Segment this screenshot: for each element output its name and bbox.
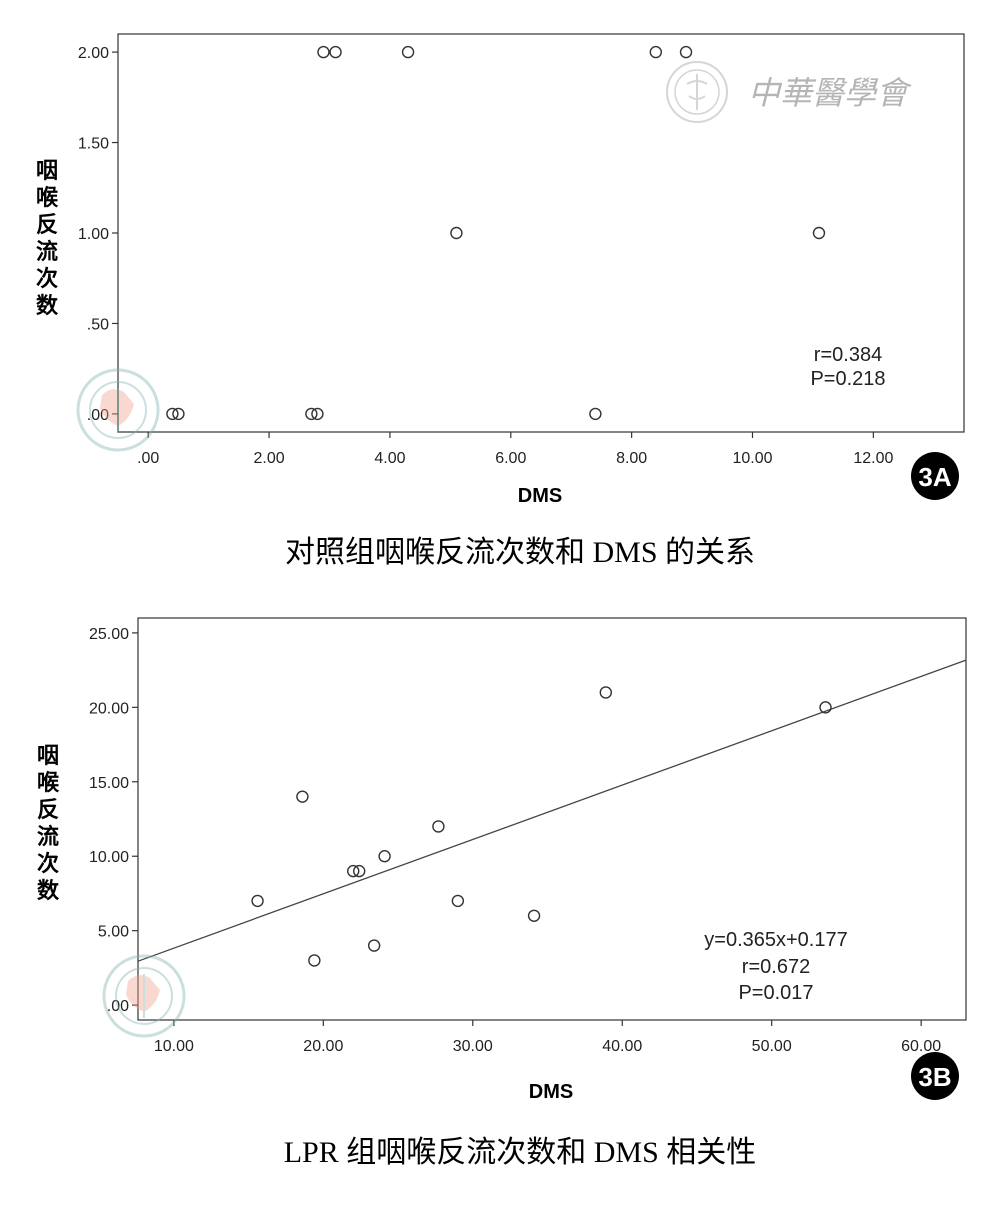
chart-3a-data-point	[401, 45, 415, 59]
chart-3b-plot-area	[137, 617, 967, 1021]
chart-3b-x-tick-label: 10.00	[154, 1038, 194, 1055]
chart-3a-y-tick-label: 1.00	[78, 226, 109, 243]
watermark-emblem-icon	[666, 61, 728, 123]
chart-3b-points	[251, 686, 832, 967]
chart-3b-data-point	[347, 864, 360, 878]
chart-3b-stat-r: r=0.672	[742, 956, 810, 978]
chart-3b-panel-badge: 3B	[911, 1052, 959, 1100]
chart-3b-x-tick-label: 60.00	[901, 1038, 941, 1055]
chart-3a-data-point	[329, 45, 342, 59]
chart-3a-x-tick-label: 6.00	[495, 450, 526, 467]
chart-3b-data-point	[819, 701, 832, 714]
chart-3b-data-point	[251, 894, 264, 908]
chart-3b-y-tick-label: 15.00	[89, 775, 129, 792]
chart-3a-y-tick-label: 2.00	[78, 45, 109, 62]
chart-3a-data-point	[589, 407, 602, 421]
chart-3a-stat-p: P=0.218	[810, 368, 885, 390]
chart-3a-x-tick-label: 12.00	[853, 450, 893, 467]
chart-3a-x-tick-label: 4.00	[374, 450, 405, 467]
chart-3b-y-tick-label: 20.00	[89, 700, 129, 717]
chart-3b-y-axis: .00 5.00 10.00 15.00 20.00 25.00	[89, 626, 138, 1015]
chart-3b-x-tick-label: 30.00	[453, 1038, 493, 1055]
chart-3a-x-axis: .00 2.00 4.00 6.00 8.00 10.00 12.00	[137, 432, 893, 467]
watermark-text: 中華醫學會	[748, 75, 912, 111]
chart-3a-data-point	[679, 45, 693, 59]
chart-3b-x-tick-label: 50.00	[752, 1038, 792, 1055]
chart-3b-stat-equation: y=0.365x+0.177	[704, 929, 847, 951]
chart-3a-y-tick-label: .50	[87, 316, 109, 333]
chart-3b-data-point	[432, 820, 445, 833]
chart-3b-fit-line	[137, 659, 967, 962]
chart-3a-corner-emblem-icon	[76, 368, 160, 452]
chart-3a-background	[30, 28, 970, 506]
chart-3a-stat-r: r=0.384	[814, 344, 882, 366]
chart-3a-data-point	[305, 407, 318, 421]
chart-3a-data-point	[166, 407, 179, 421]
chart-3a-data-point	[311, 407, 324, 421]
chart-3a-data-point	[812, 226, 826, 240]
chart-3b-data-point	[451, 894, 465, 908]
chart-3b-y-tick-label: .00	[107, 998, 129, 1015]
chart-3a-y-axis: .00 .50 1.00 1.50 2.00	[78, 45, 118, 424]
chart-3b-x-tick-label: 20.00	[303, 1038, 343, 1055]
chart-3a-data-point	[649, 45, 663, 59]
chart-3b-data-point	[308, 954, 321, 967]
chart-3b-y-axis-title: 咽喉反流次数	[37, 743, 60, 903]
chart-3b-y-tick-label: 5.00	[98, 924, 129, 941]
chart-3a-x-tick-label: 2.00	[254, 450, 285, 467]
chart-3a-panel-badge: 3A	[911, 452, 959, 500]
chart-3a-data-point	[317, 45, 330, 59]
chart-3b-data-point	[352, 864, 366, 878]
chart-3a-panel-label: 3A	[918, 462, 951, 492]
chart-3b-panel-label: 3B	[918, 1062, 951, 1092]
chart-3b-data-point	[527, 909, 541, 922]
chart-3b-data-point	[367, 939, 381, 952]
chart-3b-stat-p: P=0.017	[738, 982, 813, 1004]
chart-3b-caption: LPR 组咽喉反流次数和 DMS 相关性	[284, 1136, 757, 1169]
chart-3a-y-tick-label: 1.50	[78, 136, 109, 153]
chart-3b-data-point	[378, 850, 391, 863]
chart-3b-data-point	[296, 790, 309, 803]
chart-3a-x-tick-label: .00	[137, 450, 159, 467]
chart-3b-data-point	[599, 686, 613, 699]
chart-3a-points	[166, 45, 826, 421]
chart-3b-background	[30, 612, 970, 1104]
chart-3a-caption: 对照组咽喉反流次数和 DMS 的关系	[285, 536, 755, 569]
chart-3b-y-tick-label: 25.00	[89, 626, 129, 643]
chart-3a-data-point	[172, 407, 185, 421]
chart-3b: .00 5.00 10.00 15.00 20.00 25.00 10.00 20.00 30…	[30, 612, 970, 1169]
chart-3b-x-axis-title: DMS	[529, 1081, 573, 1103]
chart-3a-y-tick-label: .00	[87, 407, 109, 424]
chart-3b-x-axis: 10.00 20.00 30.00 40.00 50.00 60.00	[154, 1020, 941, 1055]
chart-3a-x-tick-label: 8.00	[616, 450, 647, 467]
chart-3b-corner-emblem-icon	[102, 954, 186, 1038]
chart-3a-x-tick-label: 10.00	[732, 450, 772, 467]
chart-3b-x-tick-label: 40.00	[602, 1038, 642, 1055]
chart-3a: .00 .50 1.00 1.50 2.00 .00 2.00 4.00 6.00 8.00 10…	[30, 28, 970, 569]
chart-3b-y-tick-label: 10.00	[89, 849, 129, 866]
chart-3a-y-axis-title: 咽喉反流次数	[36, 158, 59, 318]
chart-3a-data-point	[450, 226, 463, 240]
chart-3a-x-axis-title: DMS	[518, 485, 562, 507]
